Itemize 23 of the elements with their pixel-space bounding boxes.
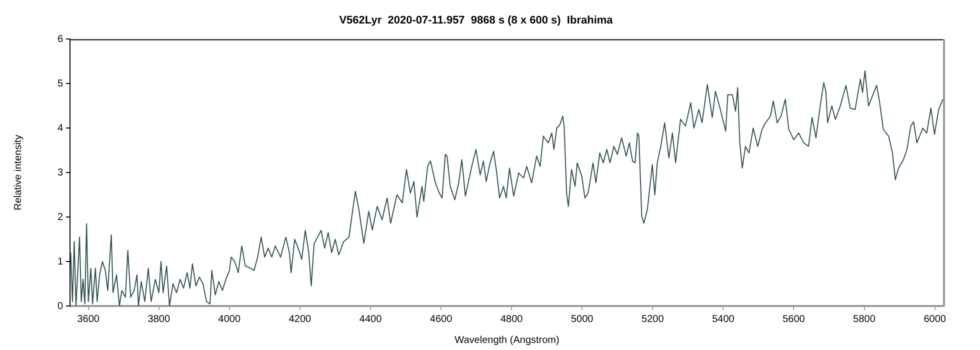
y-tick-label: 1: [57, 256, 64, 268]
x-tick-label: 4000: [218, 314, 241, 325]
y-tick-label: 5: [57, 78, 64, 90]
x-tick-label: 6000: [924, 314, 946, 325]
y-tick-label: 2: [57, 212, 64, 223]
x-tick-label: 3600: [77, 314, 100, 325]
x-tick-label: 4400: [359, 314, 382, 325]
x-tick-label: 4200: [288, 314, 312, 325]
y-tick-label: 0: [57, 300, 64, 312]
x-tick-label: 5000: [571, 314, 594, 325]
x-tick-label: 3800: [148, 314, 170, 325]
x-tick-label: 5400: [712, 314, 735, 325]
x-tick-label: 4800: [500, 314, 524, 325]
x-tick-label: 5200: [642, 314, 664, 325]
y-tick-label: 4: [57, 122, 64, 134]
y-axis-title: Relative intensity: [12, 134, 24, 210]
x-tick-label: 4600: [430, 314, 453, 325]
x-tick-label: 5800: [853, 314, 876, 325]
x-axis-title: Wavelength (Angstrom): [454, 334, 560, 346]
chart-title: V562Lyr 2020-07-11.957 9868 s (8 x 600 s) Ibrahima: [339, 14, 614, 27]
y-tick-label: 3: [57, 167, 64, 178]
y-tick-label: 6: [57, 34, 64, 45]
x-tick-label: 5600: [782, 314, 806, 325]
